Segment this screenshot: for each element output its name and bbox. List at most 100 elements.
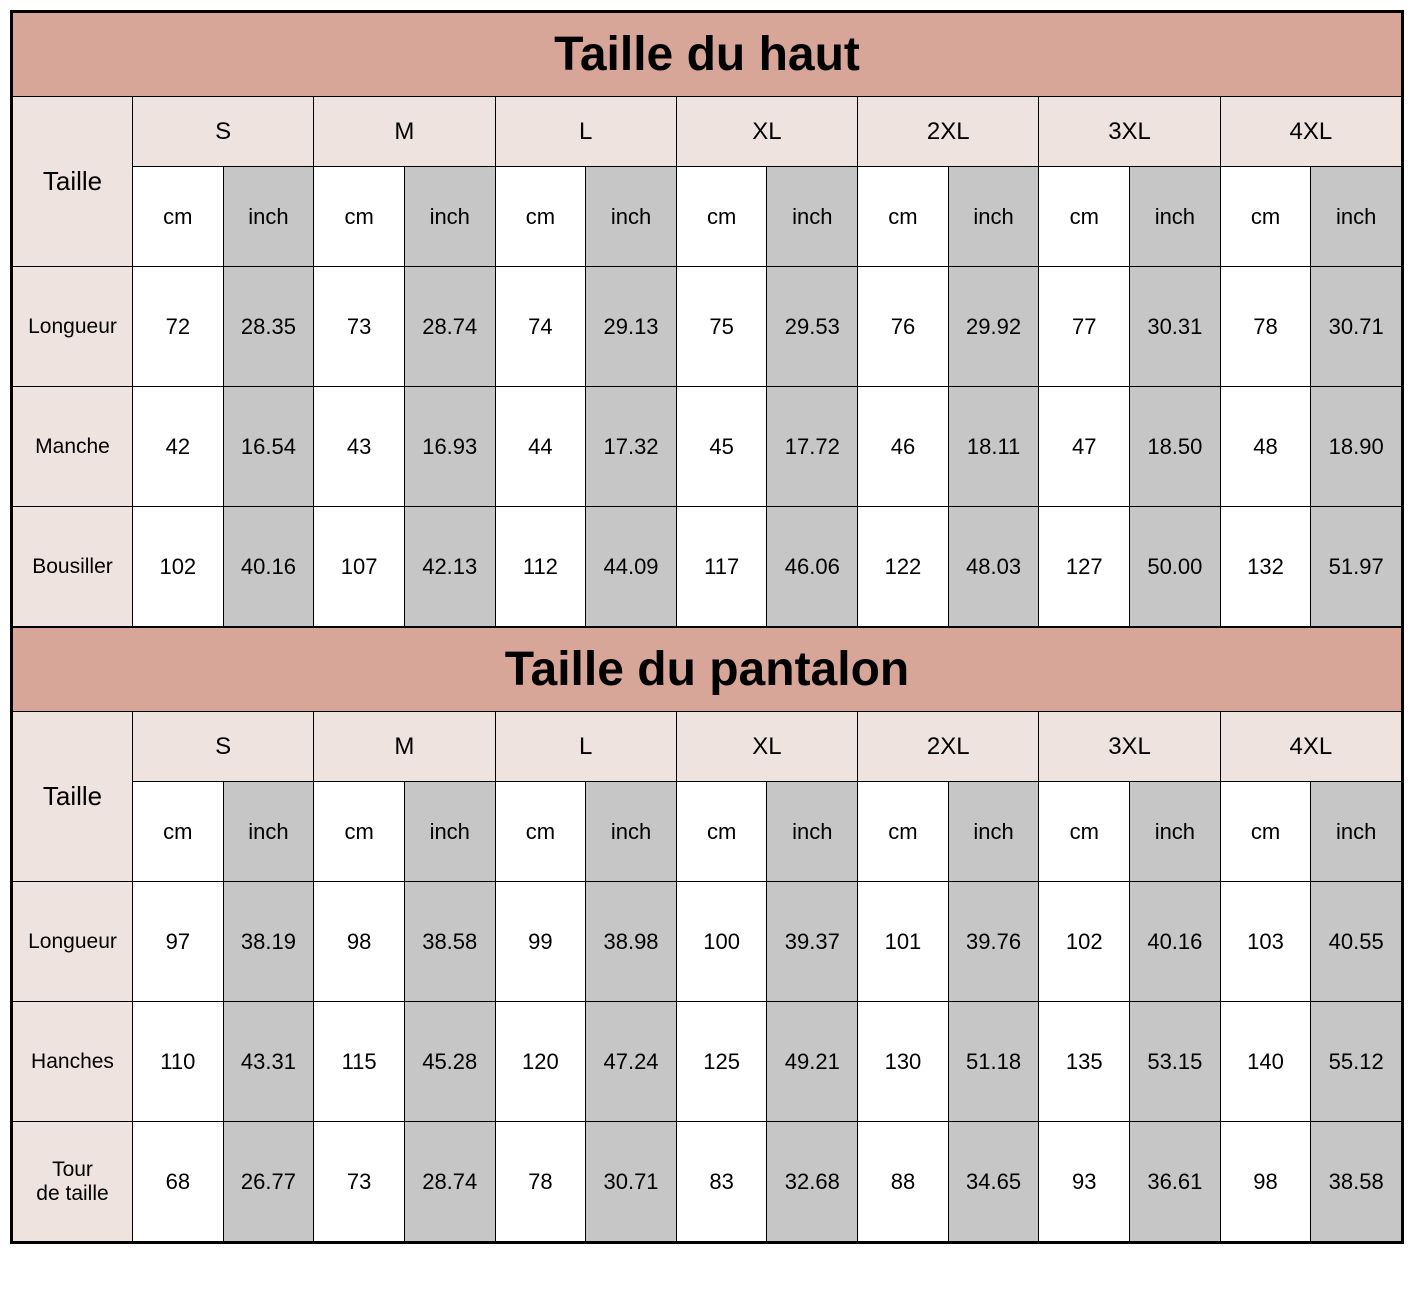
unit-inch: inch <box>948 167 1039 267</box>
unit-cm: cm <box>133 167 224 267</box>
value-inch: 17.32 <box>586 387 677 507</box>
top-row-header: Taille <box>13 97 133 267</box>
unit-inch: inch <box>223 782 314 882</box>
value-inch: 38.58 <box>1311 1122 1402 1242</box>
value-cm: 110 <box>133 1002 224 1122</box>
unit-cm: cm <box>495 782 586 882</box>
value-cm: 88 <box>858 1122 949 1242</box>
size-header: 2XL <box>858 712 1039 782</box>
measurement-label: Bousiller <box>13 507 133 627</box>
unit-cm: cm <box>133 782 224 882</box>
value-cm: 98 <box>1220 1122 1311 1242</box>
value-inch: 40.16 <box>223 507 314 627</box>
table-row: Longueur7228.357328.747429.137529.537629… <box>13 267 1402 387</box>
bottom-title: Taille du pantalon <box>13 628 1402 712</box>
value-inch: 34.65 <box>948 1122 1039 1242</box>
size-header: M <box>314 712 495 782</box>
value-cm: 46 <box>858 387 949 507</box>
unit-inch: inch <box>223 167 314 267</box>
unit-cm: cm <box>314 167 405 267</box>
top-size-table: Taille du haut Taille S M L XL 2XL 3XL 4… <box>12 12 1402 627</box>
top-unit-row: cminchcminchcminchcminchcminchcminchcmin… <box>13 167 1402 267</box>
value-cm: 99 <box>495 882 586 1002</box>
value-cm: 78 <box>495 1122 586 1242</box>
value-cm: 125 <box>676 1002 767 1122</box>
value-cm: 132 <box>1220 507 1311 627</box>
value-cm: 115 <box>314 1002 405 1122</box>
value-cm: 45 <box>676 387 767 507</box>
value-cm: 102 <box>133 507 224 627</box>
value-cm: 140 <box>1220 1002 1311 1122</box>
value-cm: 75 <box>676 267 767 387</box>
size-header: S <box>133 97 314 167</box>
unit-inch: inch <box>767 167 858 267</box>
table-row: Longueur9738.199838.589938.9810039.37101… <box>13 882 1402 1002</box>
value-inch: 40.16 <box>1130 882 1221 1002</box>
value-cm: 130 <box>858 1002 949 1122</box>
size-charts-container: Taille du haut Taille S M L XL 2XL 3XL 4… <box>10 10 1404 1244</box>
value-cm: 97 <box>133 882 224 1002</box>
value-inch: 44.09 <box>586 507 677 627</box>
value-cm: 117 <box>676 507 767 627</box>
size-header: L <box>495 97 676 167</box>
unit-cm: cm <box>1039 782 1130 882</box>
size-header: XL <box>676 712 857 782</box>
size-header: 4XL <box>1220 97 1401 167</box>
size-header: 3XL <box>1039 97 1220 167</box>
value-inch: 17.72 <box>767 387 858 507</box>
value-inch: 28.74 <box>404 267 495 387</box>
value-cm: 120 <box>495 1002 586 1122</box>
unit-cm: cm <box>1220 167 1311 267</box>
table-row: Bousiller10240.1610742.1311244.0911746.0… <box>13 507 1402 627</box>
value-cm: 76 <box>858 267 949 387</box>
value-cm: 74 <box>495 267 586 387</box>
value-inch: 39.76 <box>948 882 1039 1002</box>
value-cm: 102 <box>1039 882 1130 1002</box>
size-header: L <box>495 712 676 782</box>
unit-inch: inch <box>1130 167 1221 267</box>
value-cm: 44 <box>495 387 586 507</box>
unit-inch: inch <box>404 782 495 882</box>
value-inch: 32.68 <box>767 1122 858 1242</box>
value-cm: 43 <box>314 387 405 507</box>
value-inch: 43.31 <box>223 1002 314 1122</box>
value-cm: 42 <box>133 387 224 507</box>
value-inch: 18.90 <box>1311 387 1402 507</box>
unit-cm: cm <box>495 167 586 267</box>
value-inch: 29.13 <box>586 267 677 387</box>
value-inch: 28.74 <box>404 1122 495 1242</box>
size-header: M <box>314 97 495 167</box>
unit-inch: inch <box>1311 782 1402 882</box>
unit-cm: cm <box>676 167 767 267</box>
value-inch: 51.18 <box>948 1002 1039 1122</box>
bottom-unit-row: cminchcminchcminchcminchcminchcminchcmin… <box>13 782 1402 882</box>
unit-inch: inch <box>586 167 677 267</box>
value-inch: 36.61 <box>1130 1122 1221 1242</box>
value-inch: 53.15 <box>1130 1002 1221 1122</box>
size-header: S <box>133 712 314 782</box>
value-cm: 93 <box>1039 1122 1130 1242</box>
value-inch: 48.03 <box>948 507 1039 627</box>
unit-cm: cm <box>858 782 949 882</box>
bottom-size-table: Taille du pantalon Taille S M L XL 2XL 3… <box>12 627 1402 1242</box>
size-header: XL <box>676 97 857 167</box>
value-cm: 83 <box>676 1122 767 1242</box>
value-inch: 50.00 <box>1130 507 1221 627</box>
top-title: Taille du haut <box>13 13 1402 97</box>
value-inch: 29.53 <box>767 267 858 387</box>
size-header: 3XL <box>1039 712 1220 782</box>
size-header: 2XL <box>858 97 1039 167</box>
value-cm: 48 <box>1220 387 1311 507</box>
value-cm: 73 <box>314 1122 405 1242</box>
value-inch: 47.24 <box>586 1002 677 1122</box>
value-inch: 42.13 <box>404 507 495 627</box>
value-cm: 122 <box>858 507 949 627</box>
value-cm: 77 <box>1039 267 1130 387</box>
value-inch: 46.06 <box>767 507 858 627</box>
value-inch: 30.71 <box>1311 267 1402 387</box>
unit-inch: inch <box>948 782 1039 882</box>
measurement-label: Tourde taille <box>13 1122 133 1242</box>
value-inch: 18.11 <box>948 387 1039 507</box>
value-inch: 55.12 <box>1311 1002 1402 1122</box>
value-cm: 100 <box>676 882 767 1002</box>
